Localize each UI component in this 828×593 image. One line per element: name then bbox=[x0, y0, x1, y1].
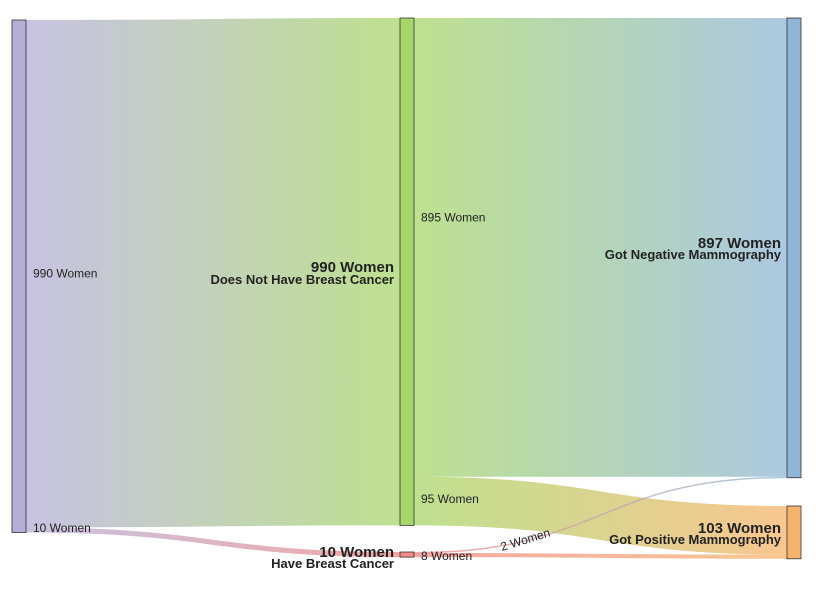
node-desc-positive: Got Positive Mammography bbox=[609, 532, 782, 547]
link-label-no-cancer-negative: 895 Women bbox=[421, 210, 485, 224]
node-desc-cancer: Have Breast Cancer bbox=[271, 556, 394, 571]
link-label-root-cancer: 10 Women bbox=[33, 521, 91, 535]
node-value-negative: 897 Women bbox=[698, 235, 781, 252]
node-value-cancer: 10 Women bbox=[319, 544, 394, 561]
link-label-root-no-cancer: 990 Women bbox=[33, 267, 97, 281]
nodes-layer bbox=[11, 17, 802, 560]
node-no-cancer[interactable] bbox=[399, 17, 415, 526]
link-label-cancer-positive: 8 Women bbox=[421, 549, 472, 563]
node-root[interactable] bbox=[11, 19, 27, 533]
node-cancer[interactable] bbox=[399, 551, 415, 558]
links-layer bbox=[26, 18, 787, 559]
link-no_cancer-negative[interactable] bbox=[414, 18, 787, 477]
link-cancer-negative[interactable] bbox=[414, 476, 787, 554]
node-value-positive: 103 Women bbox=[698, 520, 781, 537]
link-cancer-positive[interactable] bbox=[414, 553, 787, 559]
node-negative[interactable] bbox=[786, 17, 802, 479]
node-positive[interactable] bbox=[786, 505, 802, 560]
link-label-no-cancer-positive: 95 Women bbox=[421, 492, 479, 506]
node-desc-negative: Got Negative Mammography bbox=[605, 247, 782, 262]
node-value-no-cancer: 990 Women bbox=[311, 259, 394, 276]
node-desc-no-cancer: Does Not Have Breast Cancer bbox=[210, 272, 394, 287]
link-root-cancer[interactable] bbox=[26, 527, 400, 558]
link-root-no_cancer[interactable] bbox=[26, 18, 400, 528]
